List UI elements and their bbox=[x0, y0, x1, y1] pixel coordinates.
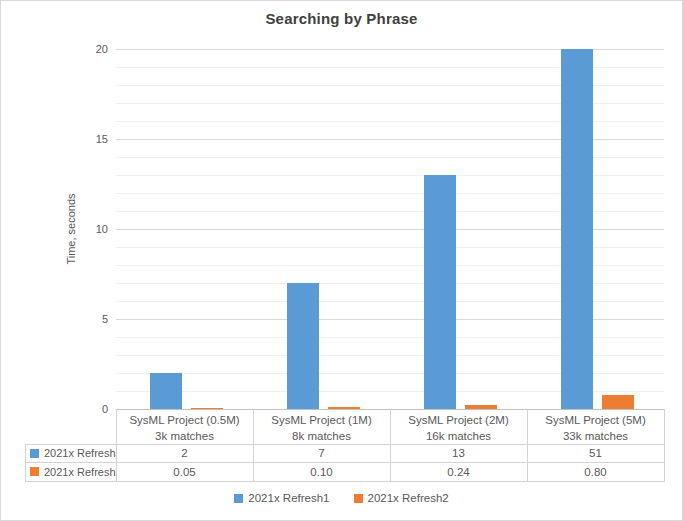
legend-color-swatch-icon bbox=[354, 494, 363, 503]
y-tick-label: 15 bbox=[58, 131, 108, 147]
legend-color-swatch-icon bbox=[234, 494, 243, 503]
category-label: SysML Project (0.5M)3k matches bbox=[116, 412, 253, 444]
table-border-line bbox=[527, 409, 528, 482]
table-border-line bbox=[25, 444, 664, 445]
bar-series1-cat1[interactable] bbox=[150, 373, 182, 409]
category-label-line2: 8k matches bbox=[253, 428, 390, 444]
series-color-swatch-icon bbox=[30, 449, 39, 458]
table-border-line bbox=[25, 481, 664, 482]
table-series-key: 2021x Refresh2 bbox=[26, 462, 116, 481]
table-value-cell: 51 bbox=[527, 444, 664, 462]
table-border-line bbox=[664, 409, 665, 482]
y-tick-label: 0 bbox=[58, 401, 108, 417]
bar-series1-cat4[interactable] bbox=[561, 49, 593, 409]
table-border-line bbox=[253, 409, 254, 482]
table-border-line bbox=[390, 409, 391, 482]
y-tick-label: 20 bbox=[58, 41, 108, 57]
table-value-cell: 0.24 bbox=[390, 462, 527, 481]
series-name: 2021x Refresh2 bbox=[44, 466, 116, 478]
table-value-cell: 0.80 bbox=[527, 462, 664, 481]
category-label-line2: 33k matches bbox=[527, 428, 664, 444]
legend-item-series1[interactable]: 2021x Refresh1 bbox=[234, 492, 329, 504]
chart-title[interactable]: Searching by Phrase bbox=[1, 10, 682, 27]
y-tick-label: 10 bbox=[58, 221, 108, 237]
category-label-line1: SysML Project (0.5M) bbox=[116, 412, 253, 428]
category-label-line2: 16k matches bbox=[390, 428, 527, 444]
table-value-cell: 13 bbox=[390, 444, 527, 462]
table-series-key: 2021x Refresh1 bbox=[26, 444, 116, 462]
bar-series1-cat3[interactable] bbox=[424, 175, 456, 409]
table-value-cell: 0.10 bbox=[253, 462, 390, 481]
category-label: SysML Project (2M)16k matches bbox=[390, 412, 527, 444]
legend-item-series2[interactable]: 2021x Refresh2 bbox=[354, 492, 449, 504]
series-name: 2021x Refresh1 bbox=[44, 447, 116, 459]
category-label-line1: SysML Project (1M) bbox=[253, 412, 390, 428]
table-border-line bbox=[25, 444, 26, 481]
y-tick-label: 5 bbox=[58, 311, 108, 327]
series-color-swatch-icon bbox=[30, 467, 39, 476]
table-value-cell: 2 bbox=[116, 444, 253, 462]
bar-series1-cat2[interactable] bbox=[287, 283, 319, 409]
category-label-line1: SysML Project (2M) bbox=[390, 412, 527, 428]
category-label: SysML Project (1M)8k matches bbox=[253, 412, 390, 444]
legend-label: 2021x Refresh2 bbox=[368, 492, 449, 504]
bar-series2-cat4[interactable] bbox=[602, 395, 634, 409]
legend: 2021x Refresh1 2021x Refresh2 bbox=[1, 490, 682, 506]
category-label-line2: 3k matches bbox=[116, 428, 253, 444]
category-label-line1: SysML Project (5M) bbox=[527, 412, 664, 428]
legend-label: 2021x Refresh1 bbox=[248, 492, 329, 504]
table-border-line bbox=[116, 409, 117, 482]
table-value-cell: 0.05 bbox=[116, 462, 253, 481]
plot-area bbox=[116, 49, 664, 409]
category-label: SysML Project (5M)33k matches bbox=[527, 412, 664, 444]
table-value-cell: 7 bbox=[253, 444, 390, 462]
table-border-line bbox=[25, 462, 664, 463]
chart-container: Searching by Phrase Time, seconds 051015… bbox=[0, 0, 683, 521]
